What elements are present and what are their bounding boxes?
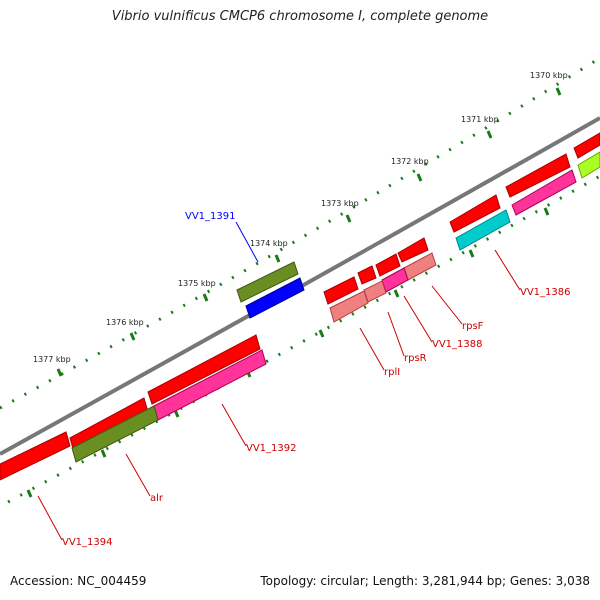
tick-label-1374: 1374 kbp xyxy=(250,239,288,248)
gene-label-vv1-1391: VV1_1391 xyxy=(185,211,236,222)
gene-label-vv1-1388: VV1_1388 xyxy=(432,339,483,350)
tick-labels: 1370 kbp 1371 kbp 1372 kbp 1373 kbp 1374… xyxy=(33,71,568,364)
gene-block xyxy=(397,237,429,263)
gene-block xyxy=(236,261,299,303)
gene-block xyxy=(363,280,387,303)
gene-label-vv1-1392: VV1_1392 xyxy=(246,443,297,454)
map-title: Vibrio vulnificus CMCP6 chromosome I, co… xyxy=(111,9,489,24)
gene-label-vv1-1386: VV1_1386 xyxy=(520,287,571,298)
label-leaders xyxy=(37,221,521,541)
gene-block xyxy=(71,405,159,463)
gene-label-alr: alr xyxy=(150,493,164,504)
gene-label-vv1-1394: VV1_1394 xyxy=(62,537,113,548)
gene-block xyxy=(375,253,401,277)
gene-label-rpsf: rpsF xyxy=(462,321,484,332)
inner-tick-track xyxy=(7,174,600,504)
tick-label-1377: 1377 kbp xyxy=(33,355,71,364)
gene-block xyxy=(449,194,501,233)
gene-block xyxy=(323,276,359,305)
gene-block xyxy=(329,290,369,323)
outer-tick-track xyxy=(0,56,600,410)
gene-labels: VV1_1391 VV1_1386 rpsF VV1_1388 rpsR rpl… xyxy=(62,211,571,548)
genome-summary-text: Topology: circular; Length: 3,281,944 bp… xyxy=(260,574,590,588)
tick-label-1370: 1370 kbp xyxy=(530,71,568,80)
tick-label-1373: 1373 kbp xyxy=(321,199,359,208)
gene-block xyxy=(505,153,571,198)
gene-block xyxy=(245,277,305,319)
reverse-genes xyxy=(71,151,600,463)
forward-genes xyxy=(0,132,600,481)
gene-block xyxy=(577,151,600,179)
accession-text: Accession: NC_004459 xyxy=(10,574,147,588)
tick-label-1376: 1376 kbp xyxy=(106,318,144,327)
gene-label-rpsr: rpsR xyxy=(404,353,427,364)
gene-label-rpli: rplI xyxy=(384,367,400,378)
tick-label-1371: 1371 kbp xyxy=(461,115,499,124)
gene-block xyxy=(147,334,261,405)
gene-block xyxy=(573,132,600,159)
gene-block xyxy=(0,431,71,481)
gene-block xyxy=(455,209,511,251)
tick-label-1372: 1372 kbp xyxy=(391,157,429,166)
tick-label-1375: 1375 kbp xyxy=(178,279,216,288)
gene-block xyxy=(511,169,577,216)
gene-block xyxy=(357,265,377,285)
